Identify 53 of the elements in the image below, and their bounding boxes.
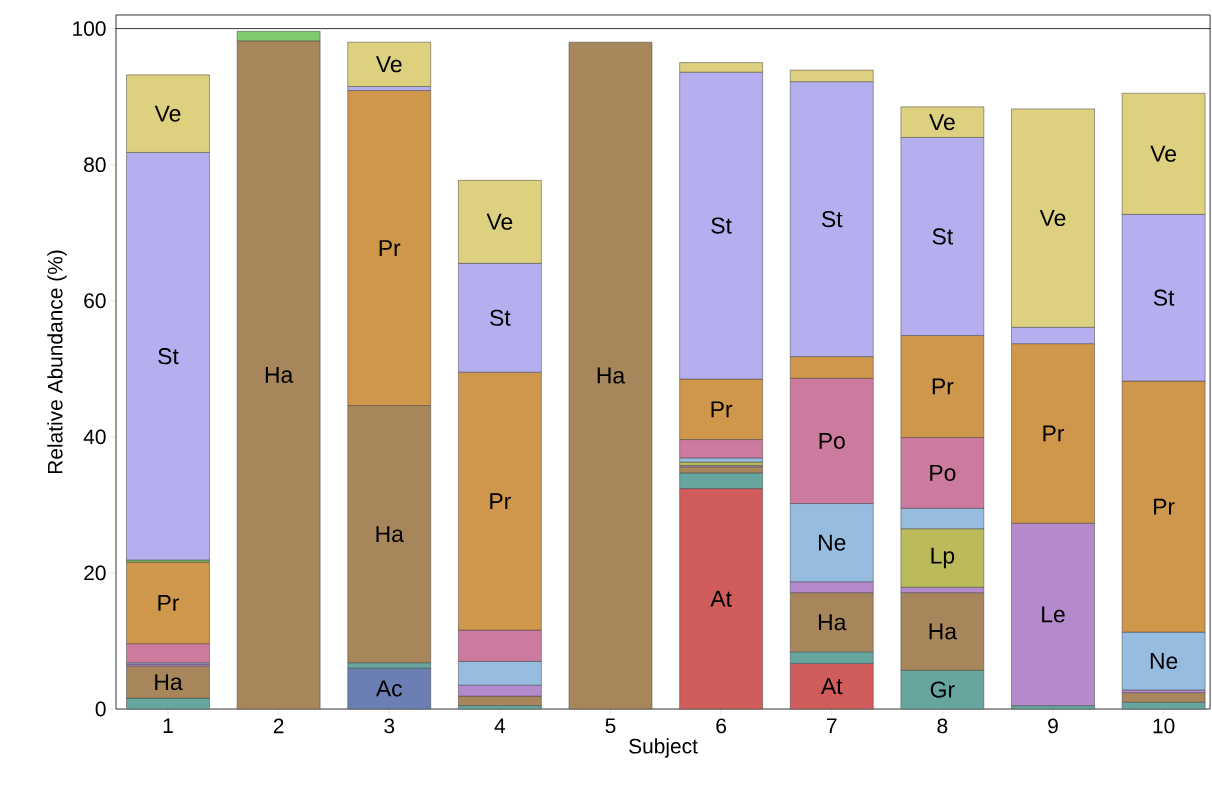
- data-label: St: [490, 309, 511, 326]
- data-label: Ha: [155, 674, 183, 691]
- data-label: Pr: [1043, 425, 1065, 442]
- x-tick-label: 1: [163, 718, 173, 733]
- data-label: Ha: [597, 367, 626, 384]
- data-label: At: [710, 590, 732, 607]
- x-tick-label: 7: [827, 718, 837, 733]
- x-tick-label: 6: [716, 718, 727, 734]
- data-label: Pr: [932, 378, 954, 395]
- data-label: Po: [819, 432, 845, 449]
- data-label: Pr: [379, 240, 401, 256]
- data-label: Ve: [375, 56, 402, 73]
- data-label: Ac: [375, 680, 403, 697]
- data-label: Lp: [931, 547, 955, 569]
- x-tick-label: 9: [1048, 718, 1058, 734]
- data-label: St: [158, 348, 179, 365]
- y-tick-label: 60: [84, 293, 106, 309]
- x-tick-label: 3: [384, 718, 395, 734]
- y-tick-label: 100: [73, 21, 106, 36]
- data-label: Le: [1042, 606, 1065, 623]
- data-label: Ve: [1150, 145, 1176, 162]
- data-label: Ha: [818, 614, 847, 631]
- data-label: Ha: [376, 526, 404, 543]
- x-axis-title: Subject: [629, 738, 698, 758]
- data-label: Ve: [1039, 210, 1066, 227]
- data-label: Ve: [929, 114, 955, 131]
- data-label: St: [1153, 289, 1175, 306]
- y-tick-label: 20: [84, 565, 106, 581]
- data-label: Pr: [711, 401, 733, 418]
- x-tick-label: 8: [937, 718, 948, 734]
- data-label: St: [711, 217, 732, 234]
- data-label: Ne: [1150, 653, 1178, 670]
- data-label: Ne: [818, 534, 846, 551]
- y-axis-title: Relative Abundance (%): [47, 250, 67, 474]
- data-label: Ha: [265, 366, 294, 383]
- data-label: Ha: [929, 623, 958, 640]
- x-tick-label: 5: [605, 718, 616, 734]
- data-label: Pr: [158, 594, 180, 611]
- y-tick-label: 40: [83, 429, 106, 445]
- x-tick-label: 10: [1153, 718, 1175, 734]
- data-label: Po: [930, 464, 956, 481]
- data-label: Ve: [154, 105, 181, 122]
- data-label: At: [820, 678, 843, 695]
- data-label: St: [932, 228, 954, 245]
- data-label: Gr: [930, 681, 955, 698]
- y-tick-label: 80: [84, 157, 106, 173]
- x-tick-label: 2: [273, 718, 284, 734]
- y-tick-label: 0: [95, 701, 106, 717]
- data-label: St: [821, 211, 843, 228]
- x-tick-label: 4: [494, 718, 506, 733]
- data-label: Pr: [490, 493, 511, 510]
- data-label: Ve: [486, 213, 513, 230]
- data-label: Pr: [1154, 498, 1175, 515]
